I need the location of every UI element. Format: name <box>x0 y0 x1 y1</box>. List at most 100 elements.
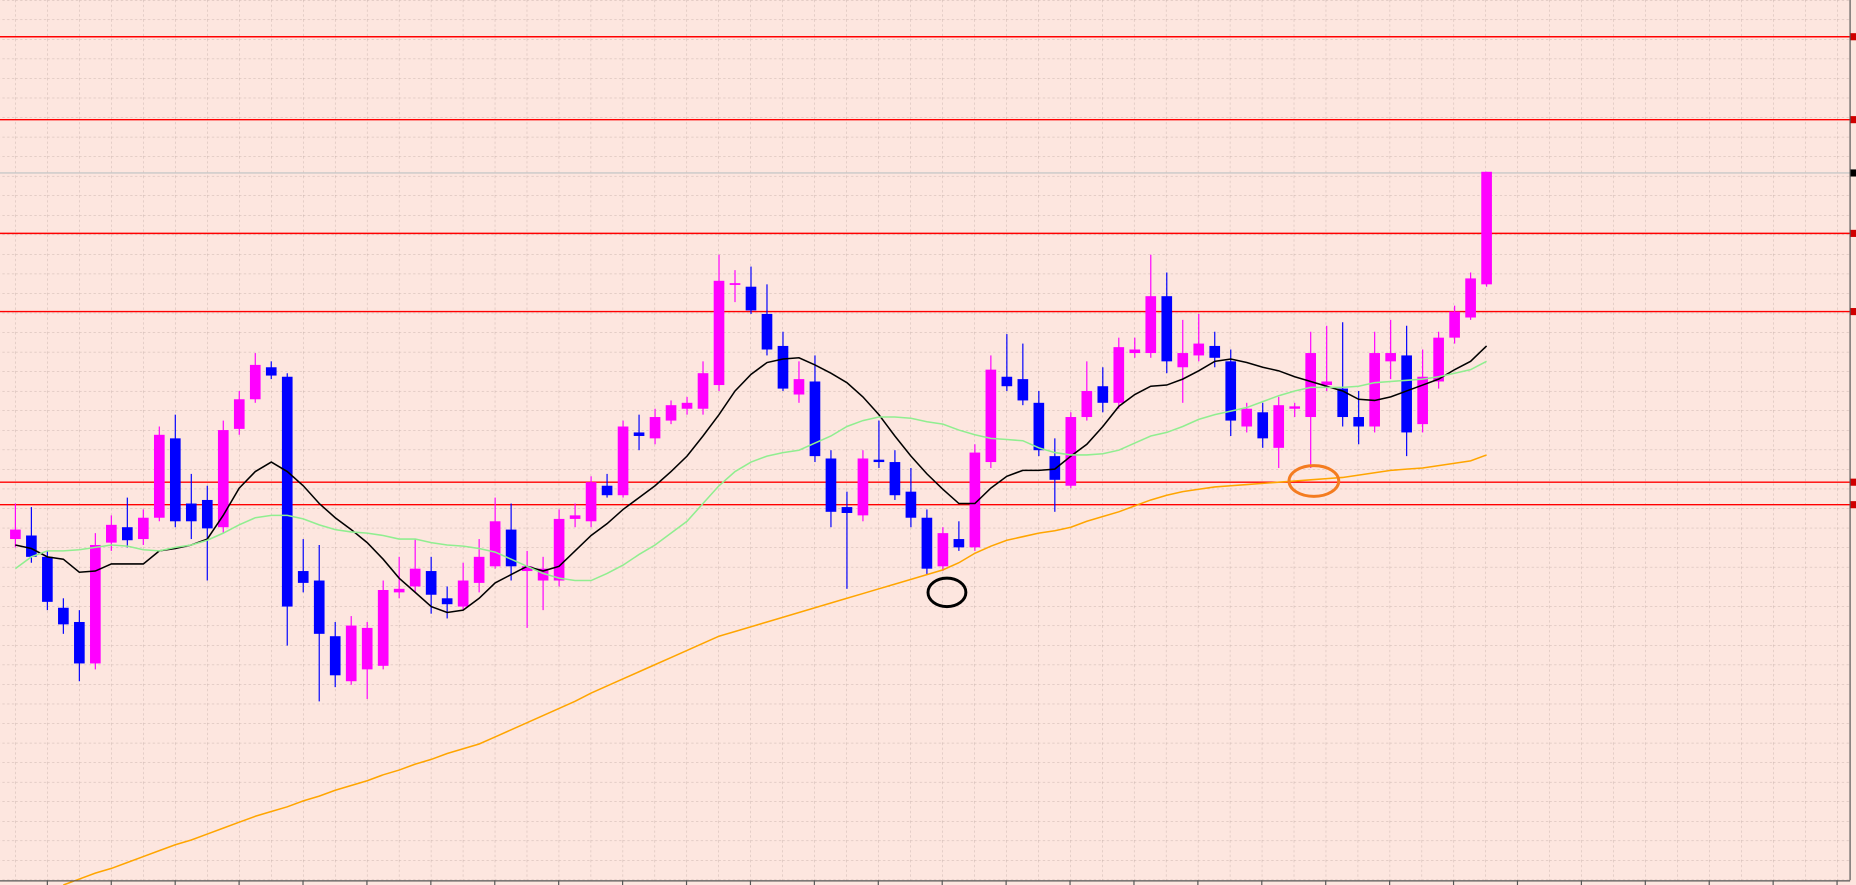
level-marker <box>1850 229 1856 237</box>
candle-body <box>825 458 837 512</box>
candle-body <box>1305 353 1317 418</box>
candle-body <box>473 556 485 583</box>
candle-body <box>953 539 965 548</box>
candle-body <box>1145 296 1157 354</box>
candle-body <box>841 507 853 513</box>
candle-body <box>122 527 133 541</box>
candle-body <box>1481 171 1492 285</box>
candle-body <box>281 376 293 607</box>
candle-body <box>377 590 389 666</box>
candle-body <box>74 621 85 664</box>
candle-body <box>793 379 805 395</box>
candle-body <box>905 491 917 518</box>
candle-body <box>233 399 245 429</box>
candle-body <box>313 580 325 634</box>
moving-average <box>63 454 1487 885</box>
candle-body <box>1449 311 1460 338</box>
candle-body <box>681 402 693 409</box>
candle-body <box>713 280 725 386</box>
candle-body <box>569 515 581 519</box>
candle-body <box>1337 388 1349 418</box>
candle-body <box>761 313 773 350</box>
candle-body <box>937 533 949 567</box>
x-axis-ticks <box>46 880 1838 885</box>
candle-body <box>441 598 453 605</box>
moving-averages <box>14 345 1488 885</box>
candle-body <box>601 485 613 496</box>
candle-body <box>665 405 677 421</box>
candle-body <box>1465 278 1476 318</box>
candle-body <box>26 535 37 557</box>
candle-body <box>1209 345 1221 358</box>
candle-body <box>537 568 549 581</box>
candle-body <box>106 524 117 543</box>
candle-body <box>1001 376 1013 387</box>
candle-body <box>137 517 149 540</box>
candle-body <box>217 430 229 528</box>
candle-body <box>649 417 661 439</box>
candle-body <box>745 286 757 311</box>
candle-body <box>1193 343 1205 356</box>
candle-body <box>809 381 821 457</box>
candle-body <box>201 499 213 529</box>
candle-body <box>1257 412 1269 439</box>
candle-body <box>345 625 357 682</box>
candle-body <box>1417 376 1428 425</box>
candle-body <box>185 503 197 522</box>
candle-body <box>361 627 373 670</box>
candle-body <box>889 462 901 496</box>
candle-body <box>1321 381 1333 386</box>
candle-body <box>1129 349 1141 354</box>
candle-body <box>153 434 165 518</box>
candle-body <box>1017 379 1029 401</box>
level-marker <box>1850 308 1856 316</box>
candles <box>10 171 1492 702</box>
candle-body <box>857 458 869 516</box>
level-marker <box>1850 501 1856 509</box>
candle-body <box>297 571 309 583</box>
level-marker <box>1850 116 1856 124</box>
candle-body <box>633 432 645 436</box>
candle-body <box>10 529 21 540</box>
candle-body <box>553 518 565 581</box>
level-marker <box>1850 478 1856 486</box>
candle-body <box>457 580 469 607</box>
candle-body <box>169 438 181 522</box>
candle-body <box>1385 353 1396 362</box>
candle-body <box>265 367 277 376</box>
candle-body <box>1033 402 1045 451</box>
candle-body <box>1273 405 1285 448</box>
moving-average <box>14 360 1487 582</box>
candle-body <box>249 364 261 400</box>
candle-body <box>729 283 741 285</box>
candle-body <box>1369 353 1380 427</box>
candle-body <box>1161 296 1173 362</box>
candle-body <box>617 426 629 496</box>
candle-body <box>585 482 597 522</box>
level-marker <box>1850 169 1856 177</box>
candle-body <box>1401 355 1412 433</box>
level-marker <box>1850 33 1856 41</box>
candle-body <box>969 452 981 548</box>
candle-body <box>521 566 533 572</box>
candle-body <box>873 459 885 463</box>
candle-body <box>489 521 501 567</box>
candle-body <box>393 588 405 593</box>
candle-body <box>1177 353 1189 368</box>
candle-body <box>1353 417 1364 427</box>
candle-body <box>921 517 933 569</box>
candle-body <box>329 636 341 676</box>
candle-body <box>425 571 437 595</box>
candle-body <box>409 568 421 587</box>
candle-body <box>1049 456 1061 480</box>
candle-body <box>505 529 517 567</box>
levels <box>0 33 1856 509</box>
moving-average <box>15 345 1488 614</box>
candle-body <box>697 373 709 409</box>
candle-body <box>1225 361 1237 421</box>
candle-body <box>1241 408 1253 427</box>
candle-body <box>42 556 53 602</box>
candle-body <box>1065 417 1077 486</box>
